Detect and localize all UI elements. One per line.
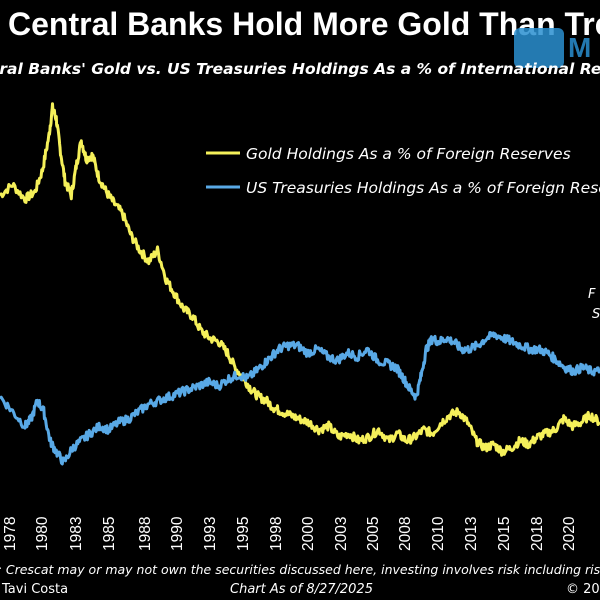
series-layer bbox=[0, 102, 600, 466]
x-tick-label: 2020 bbox=[561, 516, 578, 551]
series-line-treasuries bbox=[0, 331, 600, 466]
x-tick-label: 1998 bbox=[268, 517, 285, 551]
telegram-logo-icon bbox=[514, 28, 564, 68]
x-tick-label: 1980 bbox=[34, 516, 51, 551]
logo-text: M bbox=[568, 32, 592, 63]
x-tick-label: 1988 bbox=[137, 517, 154, 551]
author-credit: Tavi Costa bbox=[2, 582, 69, 597]
annotation-fragment-1: F bbox=[588, 287, 596, 302]
legend: Gold Holdings As a % of Foreign Reserves… bbox=[206, 145, 600, 197]
chart-title: Central Banks Hold More Gold Than Tre bbox=[8, 6, 600, 42]
x-tick-label: 1985 bbox=[101, 517, 118, 551]
x-tick-label: 1993 bbox=[202, 517, 219, 551]
x-tick-label: 1983 bbox=[68, 517, 85, 551]
chart-subtitle: tral Banks' Gold vs. US Treasuries Holdi… bbox=[0, 60, 600, 78]
legend-label-gold: Gold Holdings As a % of Foreign Reserves bbox=[246, 145, 571, 163]
legend-label-treasuries: US Treasuries Holdings As a % of Foreign… bbox=[246, 179, 600, 197]
chart-date: Chart As of 8/27/2025 bbox=[230, 582, 373, 597]
disclaimer-text: e: Crescat may or may not own the securi… bbox=[0, 562, 600, 577]
x-tick-label: 1978 bbox=[2, 517, 19, 551]
x-tick-label: 2013 bbox=[463, 517, 480, 551]
x-tick-label: 2005 bbox=[365, 517, 382, 551]
x-tick-label: 2003 bbox=[333, 517, 350, 551]
x-tick-label: 2010 bbox=[430, 516, 447, 551]
x-tick-label: 1990 bbox=[169, 516, 186, 551]
annotation-fragment-2: S bbox=[592, 307, 600, 322]
x-tick-label: 2015 bbox=[496, 517, 513, 551]
x-tick-label: 2000 bbox=[300, 516, 317, 551]
copyright: © 2025 bbox=[566, 582, 600, 597]
x-tick-label: 2008 bbox=[397, 517, 414, 551]
x-tick-label: 2018 bbox=[529, 517, 546, 551]
annotations: F S bbox=[588, 287, 600, 322]
x-axis-ticks: 1978 1980 1983 1985 1988 1990 1993 1995 1998 2000… bbox=[2, 516, 578, 551]
x-tick-label: 1995 bbox=[235, 517, 252, 551]
series-line-gold bbox=[0, 102, 600, 457]
